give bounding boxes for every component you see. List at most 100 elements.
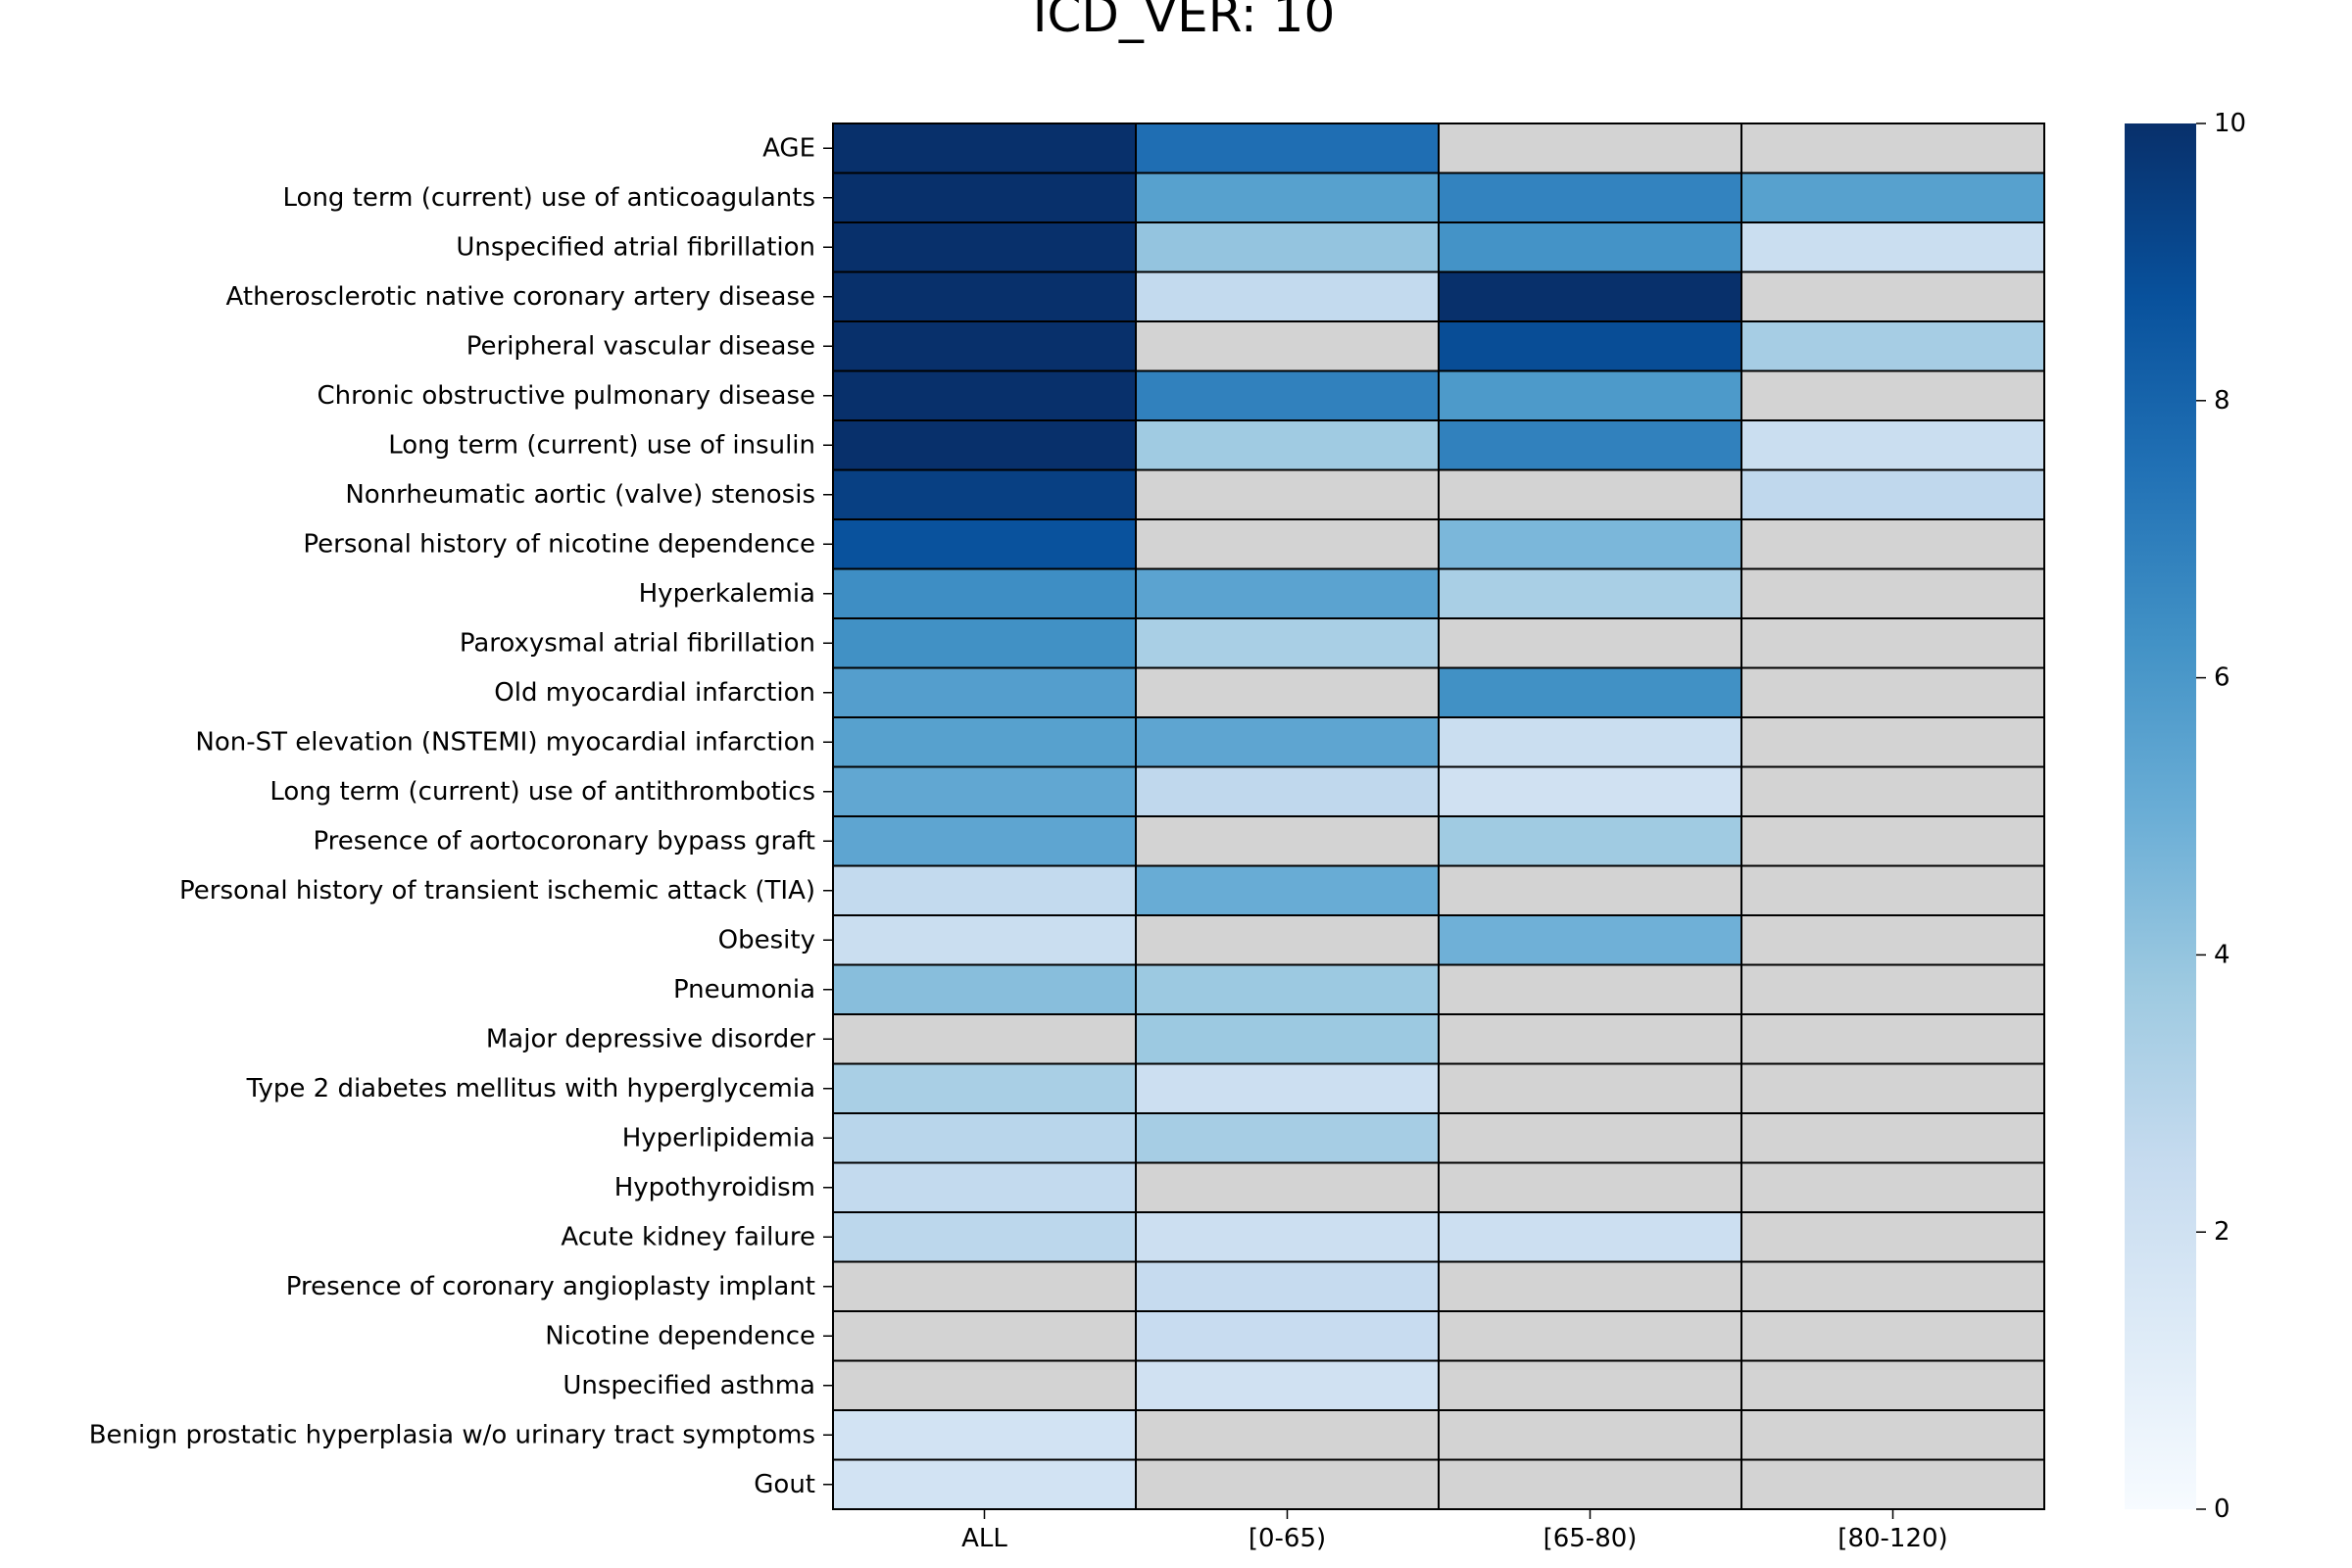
heatmap-cell (832, 815, 1137, 867)
row-label: Nonrheumatic aortic (valve) stenosis (345, 480, 815, 510)
heatmap-cell (1438, 1260, 1742, 1312)
heatmap-cell (832, 122, 1137, 174)
heatmap-cell (1135, 815, 1440, 867)
heatmap-cell (1438, 1013, 1742, 1065)
heatmap-cell (1740, 1260, 2045, 1312)
heatmap-cell (832, 864, 1137, 916)
heatmap-cell (1135, 765, 1440, 817)
heatmap-cell (1740, 1013, 2045, 1065)
heatmap-cell (1438, 1458, 1742, 1510)
heatmap-cell (1740, 617, 2045, 669)
heatmap-cell (1740, 369, 2045, 421)
colorbar-tick-label: 0 (2214, 1494, 2230, 1524)
heatmap-cell (1740, 320, 2045, 372)
heatmap-cell (1135, 122, 1440, 174)
heatmap-cell (1438, 914, 1742, 966)
row-label: Nicotine dependence (545, 1321, 815, 1350)
row-label: Personal history of nicotine dependence (303, 529, 815, 559)
heatmap-cell (832, 716, 1137, 768)
heatmap-cell (1135, 518, 1440, 570)
row-label: Long term (current) use of antithromboti… (270, 777, 815, 807)
heatmap-cell (1438, 815, 1742, 867)
heatmap-cell (832, 914, 1137, 966)
row-labels: AGE Long term (current) use of anticoagul… (89, 133, 833, 1499)
heatmap-cell (1438, 1310, 1742, 1362)
heatmap-cell (1438, 270, 1742, 322)
row-label: Old myocardial infarction (494, 678, 815, 708)
heatmap-cell (1135, 914, 1440, 966)
heatmap-cell (1438, 963, 1742, 1015)
heatmap-cell (1740, 518, 2045, 570)
heatmap-cell (1135, 567, 1440, 619)
heatmap-cell (832, 1458, 1137, 1510)
heatmap-cell (1135, 320, 1440, 372)
column-label: [65-80) (1544, 1524, 1638, 1553)
heatmap-cell (832, 1161, 1137, 1213)
heatmap-cell (1135, 666, 1440, 718)
heatmap-cell (1135, 617, 1440, 669)
heatmap-cell (1438, 617, 1742, 669)
row-label: Pneumonia (673, 975, 815, 1004)
row-label: Long term (current) use of insulin (388, 430, 815, 460)
heatmap-cell (1438, 1112, 1742, 1164)
heatmap-cell (1740, 914, 2045, 966)
heatmap-cell (1438, 320, 1742, 372)
heatmap-cell (1135, 1211, 1440, 1263)
heatmap-cell (1740, 122, 2045, 174)
heatmap-cell (1135, 221, 1440, 273)
row-label: Paroxysmal atrial fibrillation (460, 628, 815, 658)
heatmap-cell (1438, 122, 1742, 174)
column-label: ALL (961, 1524, 1007, 1553)
heatmap-cell (1438, 1161, 1742, 1213)
heatmap-cell (1740, 468, 2045, 520)
heatmap-cell (1740, 270, 2045, 322)
heatmap-cell (1438, 518, 1742, 570)
heatmap-cell (1438, 468, 1742, 520)
row-label: Personal history of transient ischemic a… (179, 876, 815, 906)
heatmap-cell (1740, 172, 2045, 223)
heatmap-cell (1135, 1013, 1440, 1065)
row-label: Chronic obstructive pulmonary disease (317, 381, 815, 411)
column-label: [80-120) (1838, 1524, 1947, 1553)
heatmap-cell (1438, 864, 1742, 916)
heatmap-cell (1135, 369, 1440, 421)
heatmap-cell (832, 666, 1137, 718)
colorbar-tick-label: 10 (2214, 109, 2246, 138)
heatmap-cell (832, 468, 1137, 520)
heatmap-cell (1135, 1310, 1440, 1362)
heatmap-cell (1438, 666, 1742, 718)
heatmap-cell (1135, 716, 1440, 768)
heatmap-cell (832, 320, 1137, 372)
heatmap-cell (1438, 567, 1742, 619)
heatmap-cell (1740, 1161, 2045, 1213)
row-label: Hyperkalemia (639, 579, 815, 609)
heatmap-cell (1135, 1359, 1440, 1411)
heatmap-cell (832, 1112, 1137, 1164)
heatmap-cell (1135, 1161, 1440, 1213)
heatmap-cell (1438, 172, 1742, 223)
heatmap-cell (832, 270, 1137, 322)
heatmap-cell (832, 617, 1137, 669)
chart-title: ICD_VER: 10 (1033, 0, 1336, 43)
heatmap-cell (832, 1211, 1137, 1263)
heatmap-cell (832, 1013, 1137, 1065)
row-label: Unspecified asthma (563, 1371, 815, 1400)
heatmap-cell (1135, 270, 1440, 322)
row-label: Hyperlipidemia (622, 1123, 815, 1152)
heatmap-cell (832, 221, 1137, 273)
heatmap-cell (1438, 221, 1742, 273)
heatmap-cell (832, 369, 1137, 421)
row-label: Peripheral vascular disease (466, 331, 815, 361)
heatmap-cell (1135, 1260, 1440, 1312)
heatmap-cell (1135, 468, 1440, 520)
colorbar-tick-label: 4 (2214, 940, 2230, 969)
heatmap-cell (1135, 1112, 1440, 1164)
heatmap-cell (1438, 1409, 1742, 1461)
heatmap-cell (832, 567, 1137, 619)
row-label: Hypothyroidism (614, 1173, 815, 1202)
heatmap-cell (832, 963, 1137, 1015)
heatmap-cell (832, 1260, 1137, 1312)
heatmap-cell (1135, 963, 1440, 1015)
heatmap-cell (1135, 1062, 1440, 1114)
row-label: Unspecified atrial fibrillation (456, 232, 815, 262)
